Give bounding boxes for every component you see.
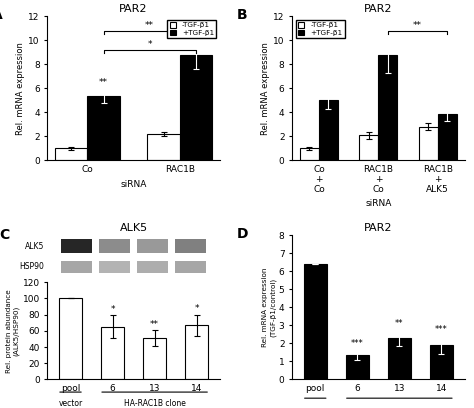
- Bar: [419, 127, 438, 160]
- Text: ALK5: ALK5: [25, 242, 44, 251]
- Bar: [175, 261, 206, 273]
- Bar: [185, 325, 208, 379]
- Text: A: A: [0, 8, 3, 22]
- Bar: [137, 239, 168, 253]
- Bar: [175, 239, 206, 253]
- Text: **: **: [145, 21, 154, 30]
- Bar: [378, 55, 397, 160]
- Text: HA-RAC1B clone: HA-RAC1B clone: [124, 399, 185, 408]
- Bar: [99, 239, 130, 253]
- Title: PAR2: PAR2: [364, 4, 392, 14]
- Text: **: **: [413, 21, 422, 30]
- Bar: [147, 134, 180, 160]
- Title: ALK5: ALK5: [119, 223, 147, 233]
- Text: **: **: [395, 319, 403, 328]
- Bar: [61, 261, 92, 273]
- Text: *: *: [194, 304, 199, 313]
- Bar: [88, 95, 120, 160]
- Title: PAR2: PAR2: [364, 223, 392, 233]
- Text: ***: ***: [435, 325, 448, 334]
- Bar: [438, 113, 456, 160]
- Legend: -TGF-β1, +TGF-β1: -TGF-β1, +TGF-β1: [296, 20, 345, 38]
- Bar: [359, 135, 378, 160]
- Text: **: **: [150, 320, 159, 329]
- Bar: [388, 338, 411, 379]
- Text: *: *: [110, 305, 115, 314]
- Y-axis label: Rel. mRNA expression
(TGF-β1/control): Rel. mRNA expression (TGF-β1/control): [263, 268, 276, 347]
- Bar: [99, 261, 130, 273]
- Title: PAR2: PAR2: [119, 4, 148, 14]
- Bar: [304, 264, 327, 379]
- Bar: [143, 338, 166, 379]
- Text: **: **: [99, 78, 108, 86]
- Bar: [137, 261, 168, 273]
- Text: vector: vector: [58, 399, 82, 408]
- Bar: [300, 149, 319, 160]
- X-axis label: siRNA: siRNA: [365, 199, 392, 208]
- Bar: [55, 149, 88, 160]
- Text: D: D: [237, 227, 248, 241]
- Text: B: B: [237, 8, 247, 22]
- Bar: [346, 355, 369, 379]
- Bar: [430, 345, 453, 379]
- Y-axis label: Rel. mRNA expression: Rel. mRNA expression: [17, 42, 26, 135]
- Text: HSP90: HSP90: [19, 262, 44, 271]
- Bar: [180, 55, 212, 160]
- X-axis label: siRNA: siRNA: [120, 180, 147, 189]
- Y-axis label: Rel. mRNA expression: Rel. mRNA expression: [261, 42, 270, 135]
- Bar: [59, 298, 82, 379]
- Text: C: C: [0, 228, 9, 242]
- Y-axis label: Rel. protein abundance
(ALK5/HSP90): Rel. protein abundance (ALK5/HSP90): [6, 289, 20, 373]
- Bar: [61, 239, 92, 253]
- Text: ***: ***: [351, 339, 364, 348]
- Legend: -TGF-β1, +TGF-β1: -TGF-β1, +TGF-β1: [167, 20, 216, 38]
- Bar: [319, 100, 338, 160]
- Bar: [101, 327, 124, 379]
- Text: *: *: [147, 40, 152, 49]
